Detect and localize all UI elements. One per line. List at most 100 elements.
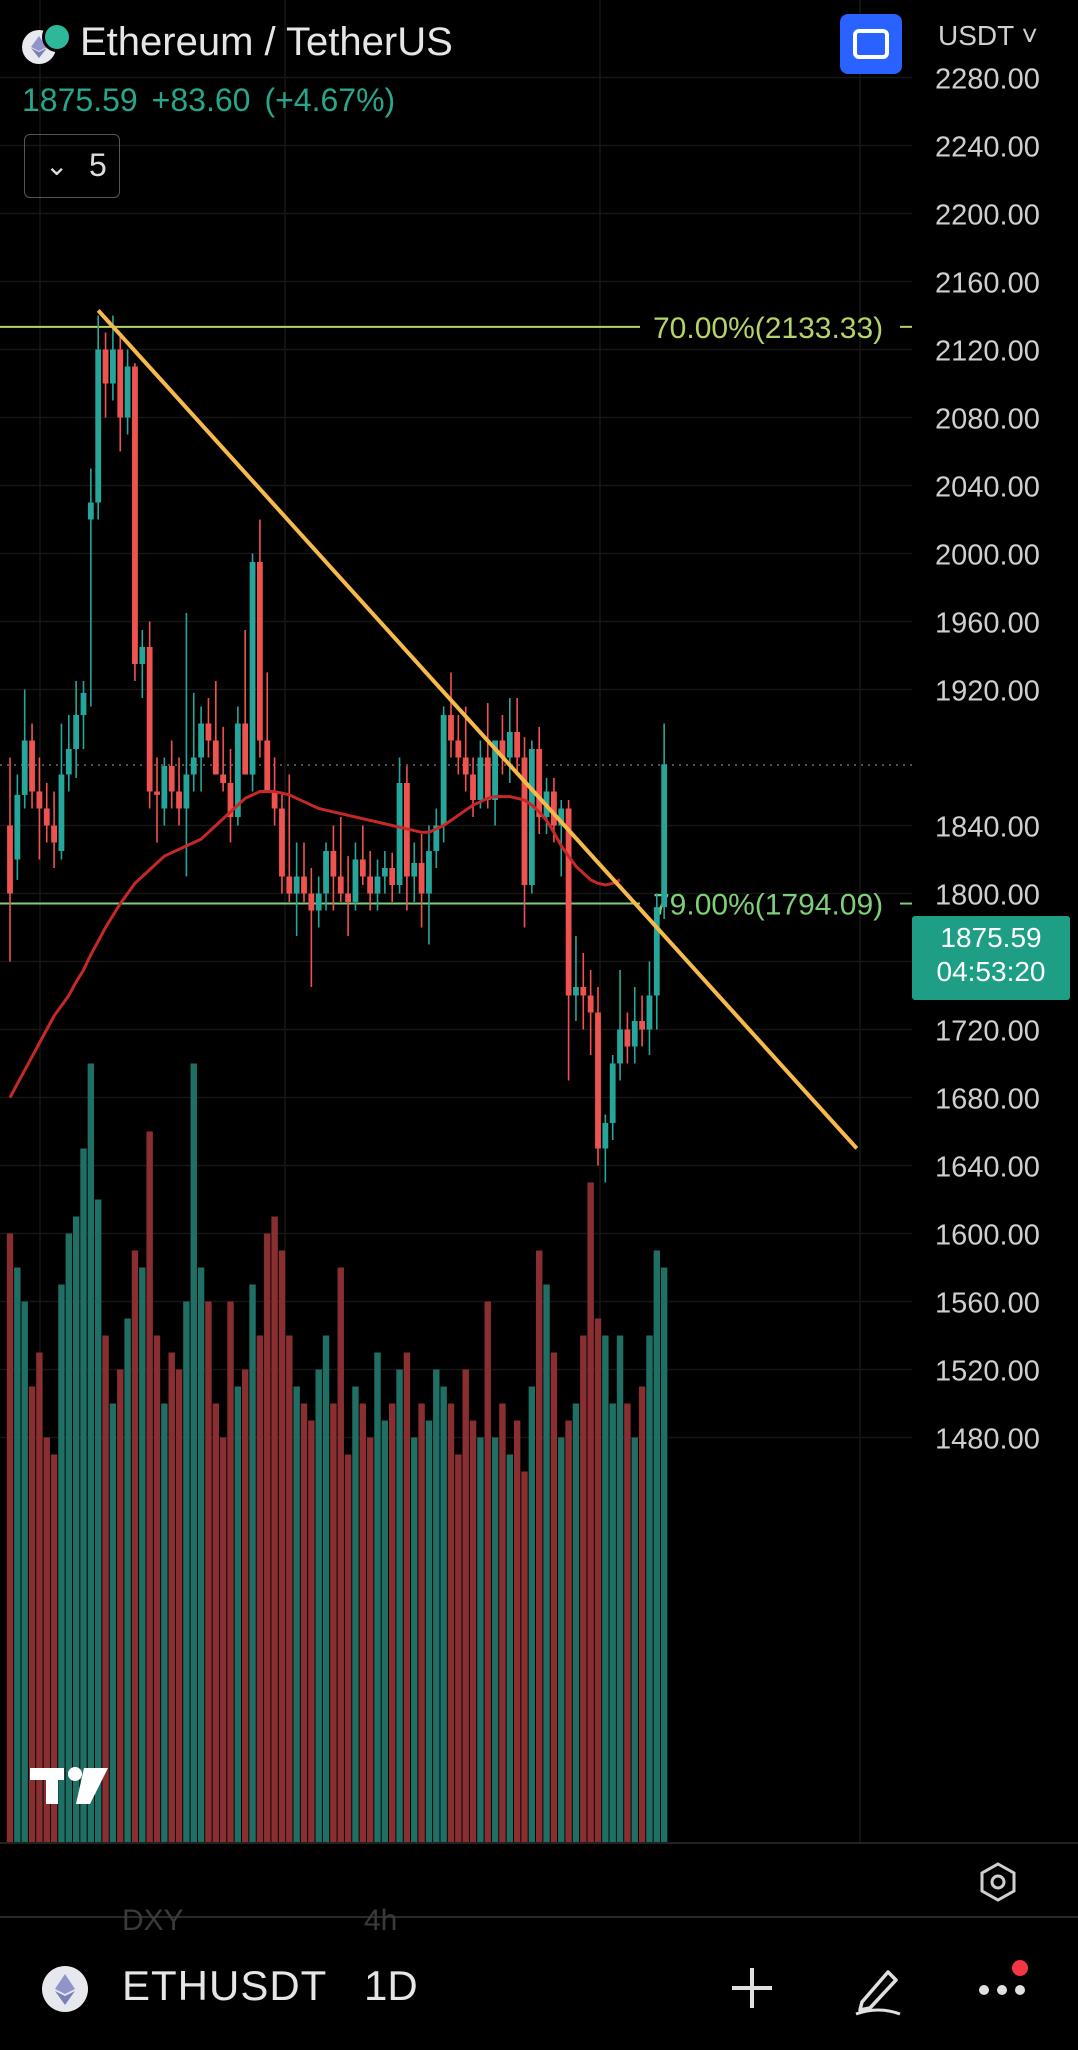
- candle-body: [110, 349, 116, 384]
- volume-bar: [543, 1284, 550, 1843]
- volume-bar: [491, 1437, 499, 1843]
- fib-levels: 70.00%(2133.33) 79.00%(1794.09): [0, 312, 912, 922]
- candle-body: [337, 876, 344, 894]
- fib-label: 79.00%(1794.09): [653, 889, 883, 922]
- candle-body: [308, 893, 315, 911]
- candle-body: [352, 859, 359, 902]
- volume-bar: [536, 1250, 543, 1843]
- fullscreen-button[interactable]: [840, 14, 902, 74]
- symbol-button[interactable]: ETHUSDT: [122, 1962, 328, 2009]
- candle-body: [514, 732, 521, 758]
- candle-body: [102, 349, 109, 384]
- price-summary: 1875.59 +83.60 (+4.67%): [22, 82, 409, 119]
- volume-bar: [528, 1386, 536, 1843]
- chart-grid: [0, 0, 912, 1843]
- candle-body: [639, 1021, 645, 1030]
- volume-bar: [550, 1352, 558, 1843]
- volume-bar: [425, 1420, 433, 1843]
- candle-body: [212, 740, 219, 775]
- volume-bar: [80, 1148, 87, 1843]
- candle-body: [470, 774, 476, 800]
- candle-body: [359, 859, 366, 877]
- ghost-interval: 4h: [364, 1904, 398, 1937]
- volume-bar: [352, 1386, 359, 1843]
- candle-body: [565, 808, 572, 996]
- volume-bar: [462, 1369, 469, 1843]
- candle-body: [345, 893, 351, 902]
- candle-body: [87, 502, 94, 520]
- volume-bars: [6, 1063, 668, 1843]
- candle-body: [396, 783, 403, 885]
- price-tick-label: 2080.00: [935, 404, 1040, 436]
- candle-body: [455, 740, 462, 758]
- price-tick-label: 1680.00: [935, 1084, 1040, 1116]
- symbol-title[interactable]: Ethereum / TetherUS: [80, 20, 453, 64]
- volume-bar: [175, 1369, 183, 1843]
- price-tick-label: 2240.00: [935, 132, 1040, 164]
- candle-body: [315, 893, 322, 911]
- currency-label: USDT: [938, 20, 1014, 51]
- price-tick-label: 1800.00: [935, 880, 1040, 912]
- candle-body: [551, 791, 557, 826]
- volume-bar: [558, 1437, 565, 1843]
- moving-average-line: [8, 790, 621, 1099]
- volume-bar: [344, 1454, 352, 1843]
- volume-bar: [50, 1454, 58, 1843]
- interval-button[interactable]: 1D: [364, 1962, 418, 2009]
- volume-bar: [300, 1403, 308, 1843]
- volume-bar: [366, 1437, 374, 1843]
- volume-bar: [227, 1301, 234, 1843]
- candle-body: [587, 995, 594, 1013]
- candle-body: [271, 791, 278, 809]
- volume-bar: [322, 1335, 330, 1843]
- candle-body: [73, 715, 80, 749]
- price-change-pct: (+4.67%): [264, 82, 396, 118]
- candles: [7, 315, 668, 1183]
- candle-body: [411, 862, 418, 877]
- candle-body: [536, 749, 543, 817]
- candle-body: [506, 732, 513, 758]
- volume-bar: [249, 1284, 256, 1843]
- candle-body: [330, 851, 337, 877]
- chevron-down-icon: ˅: [1021, 20, 1038, 51]
- price-tick-label: 2280.00: [935, 64, 1040, 96]
- indicators-toggle[interactable]: ⌄ 5: [24, 134, 120, 198]
- candle-body: [227, 783, 234, 817]
- volume-bar: [183, 1301, 190, 1843]
- volume-bar: [168, 1352, 175, 1843]
- price-tick-label: 2120.00: [935, 336, 1040, 368]
- volume-bar: [256, 1335, 264, 1843]
- candle-body: [301, 876, 307, 894]
- settings-hexagon-icon[interactable]: [976, 1860, 1020, 1904]
- candle-body: [499, 740, 506, 758]
- candle-body: [624, 1029, 631, 1047]
- plus-icon[interactable]: [722, 1958, 782, 2018]
- more-dots-icon[interactable]: [974, 1958, 1034, 2018]
- volume-bar: [411, 1437, 418, 1843]
- volume-bar: [521, 1471, 528, 1843]
- volume-bar: [234, 1386, 242, 1843]
- candle-body: [462, 757, 469, 775]
- candle-body: [573, 987, 579, 996]
- candle-body: [617, 1029, 623, 1064]
- volume-bar: [264, 1233, 271, 1843]
- volume-bar: [499, 1403, 506, 1843]
- volume-bar: [447, 1403, 455, 1843]
- candle-body: [234, 723, 241, 817]
- candle-body: [484, 757, 491, 800]
- volume-bar: [455, 1454, 462, 1843]
- volume-bar: [602, 1335, 609, 1843]
- price-chart[interactable]: 70.00%(2133.33)79.00%(1794.09) 2280.00 22…: [0, 0, 1078, 1845]
- currency-selector[interactable]: USDT ˅: [938, 20, 1038, 52]
- candle-body: [21, 740, 28, 795]
- fullscreen-icon: [853, 29, 889, 59]
- candle-body: [580, 987, 587, 996]
- volume-bar: [58, 1284, 65, 1843]
- candle-body: [198, 723, 204, 758]
- pencil-draw-icon[interactable]: [848, 1958, 908, 2018]
- candle-body: [293, 876, 300, 894]
- candle-body: [36, 791, 43, 809]
- volume-bar: [660, 1267, 668, 1843]
- candle-body: [95, 349, 102, 503]
- price-axis: 2280.00 2240.00 2200.00 2160.00 2120.00 2080.…: [935, 64, 1040, 1456]
